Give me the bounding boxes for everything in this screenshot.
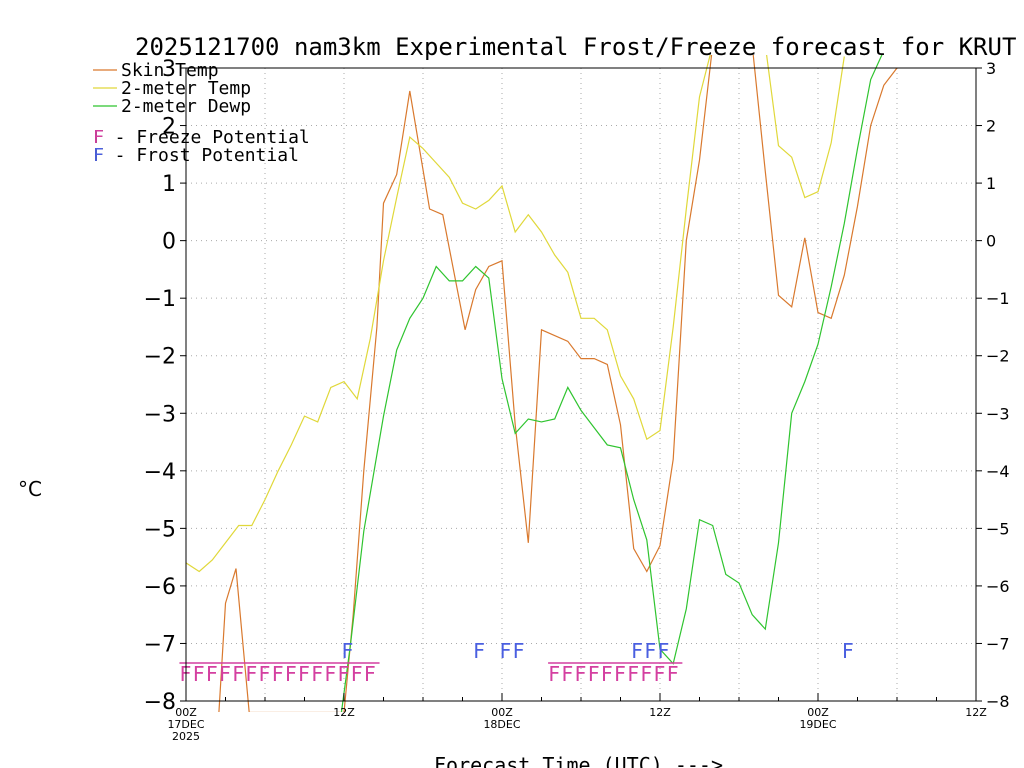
freeze-marker: F [219,662,231,686]
frost-marker: F [473,639,485,663]
grid [186,68,976,701]
y-tick-label-left: −3 [144,402,176,427]
y-tick-label-right: −7 [986,634,1010,653]
freeze-marker: F [324,662,336,686]
freeze-marker: F [588,662,600,686]
legend-freeze-label: F - Freeze Potential [93,127,310,148]
legend-frost-label: F - Frost Potential [93,145,299,166]
x-tick-label: 00Z [491,706,513,719]
x-tick-label: 00Z [807,706,829,719]
freeze-marker: F [179,662,191,686]
y-tick-label-right: −8 [986,692,1010,711]
y-tick-label-left: 0 [162,230,176,255]
frost-marker: F [513,639,525,663]
freeze-marker: F [245,662,257,686]
y-tick-label-left: 3 [162,57,176,82]
series-line-2-meter-dewp [340,55,883,712]
y-tick-label-right: 3 [986,59,996,78]
chart-title: 2025121700 nam3km Experimental Frost/Fre… [135,33,1016,61]
freeze-marker: F [193,662,205,686]
y-tick-label-left: −7 [144,632,176,657]
freeze-marker: F [561,662,573,686]
y-tick-label-left: 1 [162,172,176,197]
freeze-marker: F [337,662,349,686]
y-tick-label-right: −2 [986,347,1010,366]
frost-marker: F [644,639,656,663]
freeze-marker: F [548,662,560,686]
x-axis-label: Forecast Time (UTC) ---> [434,753,723,768]
x-tick-label: 19DEC [799,718,836,731]
series-layer [186,55,898,712]
legend-label: 2-meter Temp [121,78,251,99]
x-tick-label: 17DEC [167,718,204,731]
x-tick-label: 12Z [965,706,987,719]
legend-label: Skin Temp [121,60,219,81]
y-tick-label-right: −6 [986,577,1010,596]
freeze-marker: F [311,662,323,686]
y-tick-label-right: −5 [986,519,1010,538]
freeze-marker: F [653,662,665,686]
x-tick-label: 2025 [172,730,200,743]
y-tick-label-right: −3 [986,404,1010,423]
frost-marker: F [341,639,353,663]
y-axis-label: °C [18,477,42,501]
freeze-marker: F [364,662,376,686]
potential-markers: F F F F F F F F F F F F F F F F F F F F F F F F FF F F F F F F F [179,639,854,686]
x-tick-label: 00Z [175,706,197,719]
frost-marker: F [631,639,643,663]
freeze-marker: F [627,662,639,686]
y-tick-label-right: −1 [986,289,1010,308]
x-tick-label: 18DEC [483,718,520,731]
y-tick-label-right: 1 [986,174,996,193]
y-tick-label-left: −4 [144,460,176,485]
legend-freeze-glyph: F [93,127,104,148]
freeze-marker: F [574,662,586,686]
y-tick-label-left: −2 [144,345,176,370]
y-tick-label-left: −8 [144,690,176,715]
legend-frost-glyph: F [93,145,104,166]
frost-marker: F [657,639,669,663]
legend-label: 2-meter Dewp [121,96,251,117]
y-tick-label-left: −5 [144,517,176,542]
y-ticks: −8 −8 −7 −7 −6 −6 −5 −5 −4 −4 −3 −3 −2 −2 −1 −1 0 0 1 1 2 2 3 3 [144,57,1010,715]
frost-marker: F [842,639,854,663]
y-tick-label-left: 2 [162,115,176,140]
y-tick-label-left: −6 [144,575,176,600]
plot-frame [185,67,977,702]
freeze-marker: F [258,662,270,686]
y-tick-label-right: −4 [986,462,1010,481]
x-tick-label: 12Z [333,706,355,719]
freeze-marker: F [298,662,310,686]
freeze-marker: F [285,662,297,686]
x-tick-label: 12Z [649,706,671,719]
freeze-marker: F [640,662,652,686]
frost-marker: F [499,639,511,663]
series-line-2-meter-temp [186,55,845,573]
y-tick-label-left: −1 [144,287,176,312]
y-tick-label-right: 2 [986,117,996,136]
freeze-marker: F [232,662,244,686]
freeze-marker: F [614,662,626,686]
freeze-marker: F [667,662,679,686]
freeze-marker: F [272,662,284,686]
freeze-marker: F [206,662,218,686]
y-tick-label-right: 0 [986,232,996,251]
freeze-marker: F [601,662,613,686]
freeze-marker: F [351,662,363,686]
series-line-skin-temp [218,55,898,712]
